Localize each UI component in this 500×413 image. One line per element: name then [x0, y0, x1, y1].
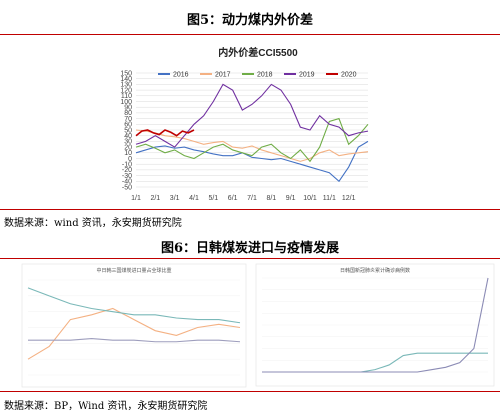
legend-label: 2017 [215, 72, 231, 79]
legend-label: 2019 [299, 72, 315, 79]
chart-title: 内外价差CCI5500 [218, 46, 298, 59]
x-tick-label: 3/1 [170, 195, 180, 202]
x-tick-label: 12/1 [342, 195, 356, 202]
y-tick-label: -40 [122, 179, 132, 186]
x-tick-label: 7/1 [247, 195, 257, 202]
y-tick-label: 90 [124, 105, 132, 112]
x-tick-label: 11/1 [323, 195, 336, 202]
y-tick-label: 70 [124, 116, 132, 123]
series-line [135, 140, 369, 183]
y-tick-label: 130 [120, 82, 132, 89]
y-tick-label: 110 [121, 93, 132, 100]
y-tick-label: -30 [122, 173, 132, 180]
x-tick-label: 4/1 [189, 195, 199, 202]
x-tick-label: 2/1 [150, 195, 160, 202]
series-line [27, 287, 241, 324]
figure5-source: 数据来源：wind 资讯，永安期货研究院 [4, 218, 182, 229]
y-tick-label: 50 [124, 127, 132, 134]
left-chart-title: 中日韩三国煤炭进口量占全球比重 [96, 267, 171, 274]
y-tick-label: 0 [128, 156, 132, 163]
series-line [135, 83, 369, 148]
y-tick-label: -10 [122, 162, 132, 169]
x-tick-label: 5/1 [208, 195, 218, 202]
y-tick-label: 140 [120, 76, 132, 83]
figure6-bottom-rule [0, 391, 500, 392]
legend-label: 2016 [173, 72, 189, 79]
figure6-title-rule [0, 258, 500, 259]
series-line [135, 129, 369, 162]
series-line [28, 338, 241, 343]
y-tick-label: 150 [120, 70, 132, 77]
x-tick-label: 6/1 [228, 195, 238, 202]
y-tick-label: -20 [122, 167, 132, 174]
figure5-title-rule [0, 34, 500, 35]
y-tick-label: 60 [124, 122, 132, 129]
y-tick-label: 20 [124, 144, 132, 151]
y-tick-label: 30 [124, 139, 132, 146]
x-tick-label: 1/1 [131, 195, 141, 202]
legend-label: 2020 [341, 72, 357, 79]
y-tick-label: 120 [120, 87, 132, 94]
figure6-source: 数据来源：BP，Wind 资讯，永安期货研究院 [4, 401, 208, 412]
series-line [262, 277, 489, 373]
series-line [135, 117, 369, 163]
series-line [135, 129, 195, 137]
figure6-title: 图6：日韩煤炭进口与疫情发展 [160, 241, 340, 256]
figure5-title: 图5：动力煤内外价差 [186, 13, 314, 28]
y-tick-label: 40 [124, 133, 132, 140]
x-tick-label: 9/1 [286, 195, 296, 202]
figure5-bottom-rule [0, 209, 500, 210]
series-line [27, 307, 241, 360]
y-tick-label: -50 [122, 184, 132, 191]
y-tick-label: 100 [120, 99, 132, 106]
legend-label: 2018 [257, 72, 273, 79]
y-tick-label: 10 [124, 150, 132, 157]
x-tick-label: 8/1 [266, 195, 276, 202]
x-tick-label: 10/1 [303, 195, 317, 202]
right-chart-title: 日韩国新冠肺炎累计确诊病例数 [340, 267, 410, 274]
y-tick-label: 80 [124, 110, 132, 117]
